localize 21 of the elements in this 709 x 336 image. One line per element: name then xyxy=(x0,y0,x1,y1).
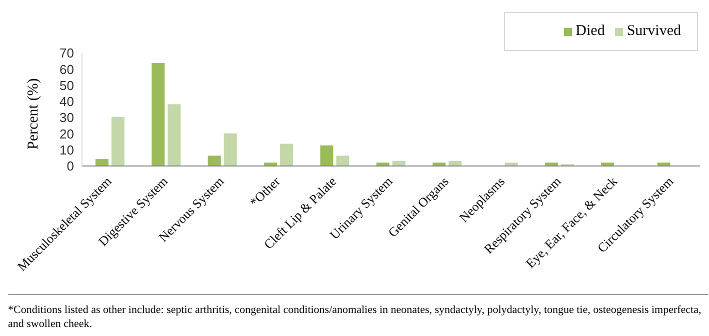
text: *Conditions listed as other include: septic arthritis, congenital conditions/anomalies in neonates, syndactyly, polydactyly, tongue tie, osteogenesis imperfecta, and swollen cheek. xyxy=(8,303,702,331)
bar xyxy=(208,156,221,166)
y-tick-label: 60 xyxy=(60,62,74,77)
y-axis-title: Percent (%) xyxy=(25,78,42,150)
bar xyxy=(111,116,124,166)
bar xyxy=(168,104,181,166)
y-tick-label: 70 xyxy=(60,46,74,61)
y-tick-label: 40 xyxy=(60,94,74,110)
y-tick-label: 20 xyxy=(60,126,74,142)
bar xyxy=(95,159,108,166)
y-tick-label: 10 xyxy=(60,142,74,158)
y-tick-label: 50 xyxy=(60,78,74,93)
bar xyxy=(280,144,294,166)
bar xyxy=(224,133,237,166)
legend-label: Died xyxy=(576,23,605,39)
y-tick-label: 0 xyxy=(66,158,74,174)
bar xyxy=(152,63,165,166)
legend-label: Survived xyxy=(626,23,681,39)
bar xyxy=(320,145,334,166)
y-tick-label: 30 xyxy=(60,110,74,126)
bar xyxy=(336,156,350,166)
